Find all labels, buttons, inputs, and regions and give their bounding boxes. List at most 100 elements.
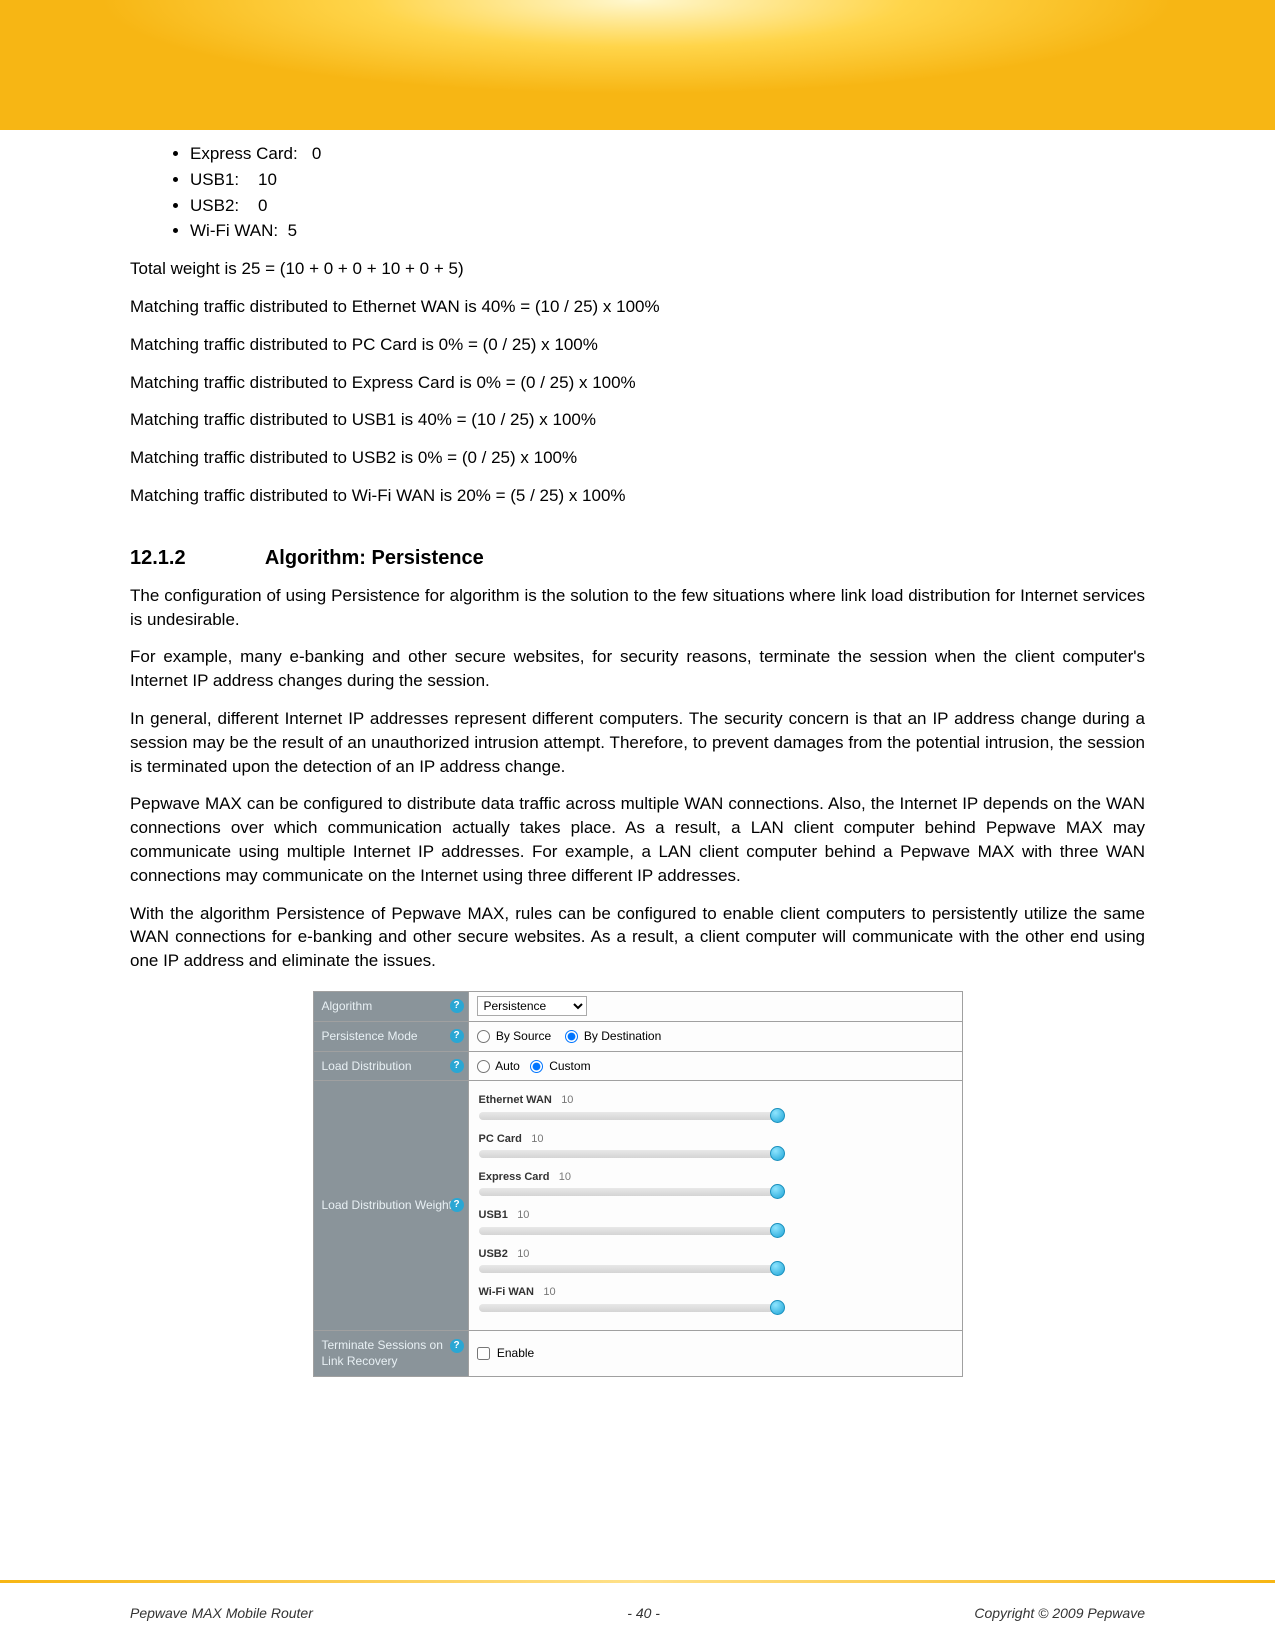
footer-page-number: - 40 - xyxy=(627,1605,660,1621)
match-line: Matching traffic distributed to Ethernet… xyxy=(130,295,1145,319)
help-icon[interactable]: ? xyxy=(450,999,464,1013)
help-icon[interactable]: ? xyxy=(450,1198,464,1212)
algorithm-select[interactable]: Persistence xyxy=(477,996,587,1016)
bullet-label: USB2: xyxy=(190,196,239,215)
body-paragraph: With the algorithm Persistence of Pepwav… xyxy=(130,902,1145,973)
help-icon[interactable]: ? xyxy=(450,1029,464,1043)
body-paragraph: For example, many e-banking and other se… xyxy=(130,645,1145,693)
list-item: Express Card: 0 xyxy=(190,142,1145,166)
weight-value: 10 xyxy=(517,1209,529,1221)
weight-slider[interactable] xyxy=(479,1227,779,1235)
row-value: Auto Custom xyxy=(468,1051,962,1081)
match-line: Matching traffic distributed to PC Card … xyxy=(130,333,1145,357)
list-item: Wi-Fi WAN: 5 xyxy=(190,219,1145,243)
footer-divider xyxy=(0,1580,1275,1583)
label-text: Persistence Mode xyxy=(322,1029,418,1043)
weight-value: 10 xyxy=(561,1094,573,1106)
weight-row: Ethernet WAN 10 xyxy=(479,1091,952,1119)
weight-value: 10 xyxy=(531,1133,543,1145)
bullet-value: 10 xyxy=(258,170,277,189)
enable-checkbox-label[interactable]: Enable xyxy=(477,1346,535,1360)
radio-input[interactable] xyxy=(477,1030,490,1043)
weight-name: Wi-Fi WAN xyxy=(479,1285,535,1300)
section-number: 12.1.2 xyxy=(130,544,260,572)
radio-label: By Destination xyxy=(584,1029,661,1043)
radio-label: Custom xyxy=(549,1059,590,1073)
footer-copyright: Copyright © 2009 Pepwave xyxy=(974,1605,1145,1621)
weight-slider[interactable] xyxy=(479,1265,779,1273)
weight-name: PC Card xyxy=(479,1132,522,1147)
table-row: Terminate Sessions on Link Recovery ? En… xyxy=(313,1330,962,1377)
section-heading: 12.1.2 Algorithm: Persistence xyxy=(130,544,1145,572)
radio-custom[interactable]: Custom xyxy=(530,1059,591,1073)
bullet-label: USB1: xyxy=(190,170,239,189)
header-gradient-band xyxy=(0,0,1275,130)
row-label-load-distribution-weight: Load Distribution Weight ? xyxy=(313,1081,468,1330)
bullet-value: 5 xyxy=(288,221,297,240)
row-label-algorithm: Algorithm ? xyxy=(313,991,468,1021)
weight-name: USB1 xyxy=(479,1208,508,1223)
slider-thumb-icon[interactable] xyxy=(770,1300,785,1315)
bullet-value: 0 xyxy=(258,196,267,215)
weight-slider[interactable] xyxy=(479,1112,779,1120)
help-icon[interactable]: ? xyxy=(450,1339,464,1353)
weight-name: Ethernet WAN xyxy=(479,1093,552,1108)
bullet-label: Express Card: xyxy=(190,144,298,163)
weight-row: USB1 10 xyxy=(479,1206,952,1234)
checkbox-label: Enable xyxy=(497,1346,534,1360)
row-value: By Source By Destination xyxy=(468,1021,962,1051)
section-title: Algorithm: Persistence xyxy=(265,547,484,569)
match-line: Matching traffic distributed to USB1 is … xyxy=(130,408,1145,432)
row-value: Persistence xyxy=(468,991,962,1021)
match-line: Matching traffic distributed to Wi-Fi WA… xyxy=(130,484,1145,508)
slider-thumb-icon[interactable] xyxy=(770,1184,785,1199)
match-line: Matching traffic distributed to USB2 is … xyxy=(130,446,1145,470)
table-row: Load Distribution Weight ? Ethernet WAN … xyxy=(313,1081,962,1330)
slider-thumb-icon[interactable] xyxy=(770,1261,785,1276)
weight-bullet-list: Express Card: 0 USB1: 10 USB2: 0 Wi-Fi W… xyxy=(190,142,1145,243)
slider-thumb-icon[interactable] xyxy=(770,1108,785,1123)
radio-input[interactable] xyxy=(477,1060,490,1073)
row-label-load-distribution: Load Distribution ? xyxy=(313,1051,468,1081)
bullet-value: 0 xyxy=(312,144,321,163)
help-icon[interactable]: ? xyxy=(450,1059,464,1073)
body-paragraph: Pepwave MAX can be configured to distrib… xyxy=(130,792,1145,887)
table-row: Algorithm ? Persistence xyxy=(313,991,962,1021)
footer-left: Pepwave MAX Mobile Router xyxy=(130,1605,313,1621)
weight-value: 10 xyxy=(517,1248,529,1260)
radio-label: Auto xyxy=(495,1059,520,1073)
radio-by-source[interactable]: By Source xyxy=(477,1029,555,1043)
weight-name: Express Card xyxy=(479,1170,550,1185)
config-table: Algorithm ? Persistence Persistence Mode… xyxy=(313,991,963,1377)
row-value: Enable xyxy=(468,1330,962,1377)
enable-checkbox[interactable] xyxy=(477,1347,490,1360)
radio-input[interactable] xyxy=(530,1060,543,1073)
row-label-terminate-sessions: Terminate Sessions on Link Recovery ? xyxy=(313,1330,468,1377)
weight-row: Wi-Fi WAN 10 xyxy=(479,1283,952,1311)
row-label-persistence-mode: Persistence Mode ? xyxy=(313,1021,468,1051)
label-text: Terminate Sessions on Link Recovery xyxy=(322,1338,443,1369)
label-text: Load Distribution Weight xyxy=(322,1198,453,1212)
row-value: Ethernet WAN 10 PC Card 10 Express Card … xyxy=(468,1081,962,1330)
weight-slider[interactable] xyxy=(479,1188,779,1196)
slider-thumb-icon[interactable] xyxy=(770,1223,785,1238)
radio-auto[interactable]: Auto xyxy=(477,1059,524,1073)
table-row: Persistence Mode ? By Source By Destinat… xyxy=(313,1021,962,1051)
weight-slider[interactable] xyxy=(479,1304,779,1312)
table-row: Load Distribution ? Auto Custom xyxy=(313,1051,962,1081)
label-text: Load Distribution xyxy=(322,1059,412,1073)
label-text: Algorithm xyxy=(322,999,373,1013)
total-weight-line: Total weight is 25 = (10 + 0 + 0 + 10 + … xyxy=(130,257,1145,281)
page-footer: Pepwave MAX Mobile Router - 40 - Copyrig… xyxy=(0,1580,1275,1621)
slider-thumb-icon[interactable] xyxy=(770,1146,785,1161)
page-content: Express Card: 0 USB1: 10 USB2: 0 Wi-Fi W… xyxy=(0,130,1275,1377)
radio-by-destination[interactable]: By Destination xyxy=(565,1029,662,1043)
bullet-label: Wi-Fi WAN: xyxy=(190,221,278,240)
body-paragraph: The configuration of using Persistence f… xyxy=(130,584,1145,632)
weight-row: Express Card 10 xyxy=(479,1168,952,1196)
body-paragraph: In general, different Internet IP addres… xyxy=(130,707,1145,778)
weight-slider[interactable] xyxy=(479,1150,779,1158)
weight-row: PC Card 10 xyxy=(479,1130,952,1158)
radio-input[interactable] xyxy=(565,1030,578,1043)
list-item: USB1: 10 xyxy=(190,168,1145,192)
